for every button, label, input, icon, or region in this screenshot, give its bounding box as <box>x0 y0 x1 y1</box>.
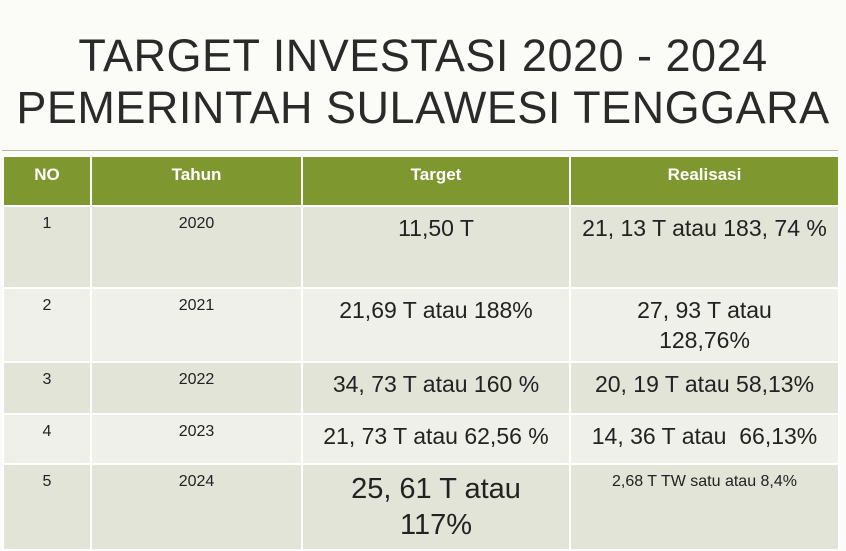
cell: 2023 <box>90 413 303 465</box>
cell: 1 <box>2 205 92 289</box>
cell: 21, 73 T atau 62,56 % <box>301 413 571 465</box>
row: 5 2024 25, 61 T atau 117% 2,68 T TW satu… <box>2 463 840 551</box>
header-cell: Tahun <box>90 155 303 207</box>
title-line: TARGET INVESTASI 2020 - 2024 <box>78 30 768 81</box>
cell: 21, 13 T atau 183, 74 % <box>569 205 840 289</box>
title-line: PEMERINTAH SULAWESI TENGGARA <box>16 82 830 133</box>
cell: 2024 <box>90 463 303 551</box>
cell: 2,68 T TW satu atau 8,4% <box>569 463 840 551</box>
divider <box>2 150 838 151</box>
row: 4 2023 21, 73 T atau 62,56 % 14, 36 T at… <box>2 413 840 465</box>
header-cell: NO <box>2 155 92 207</box>
cell: 5 <box>2 463 92 551</box>
header-cell: Realisasi <box>569 155 840 207</box>
cell: 14, 36 T atau 66,13% <box>569 413 840 465</box>
cell: 2 <box>2 287 92 363</box>
cell: 2022 <box>90 361 303 415</box>
cell: 34, 73 T atau 160 % <box>301 361 571 415</box>
row: 3 2022 34, 73 T atau 160 % 20, 19 T atau… <box>2 361 840 415</box>
table: NO Tahun Target Realisasi 1 2020 11,50 T… <box>2 155 840 551</box>
header-cell: Target <box>301 155 571 207</box>
cell: 11,50 T <box>301 205 571 289</box>
cell: 21,69 T atau 188% <box>301 287 571 363</box>
cell: 2021 <box>90 287 303 363</box>
title: TARGET INVESTASI 2020 - 2024 PEMERINTAH … <box>0 30 846 134</box>
cell: 20, 19 T atau 58,13% <box>569 361 840 415</box>
row: 1 2020 11,50 T 21, 13 T atau 183, 74 % <box>2 205 840 289</box>
cell: 4 <box>2 413 92 465</box>
cell: 27, 93 T atau 128,76% <box>569 287 840 363</box>
cell: 2020 <box>90 205 303 289</box>
cell: 25, 61 T atau 117% <box>301 463 571 551</box>
header-row: NO Tahun Target Realisasi <box>2 155 840 207</box>
cell: 3 <box>2 361 92 415</box>
row: 2 2021 21,69 T atau 188% 27, 93 T atau 1… <box>2 287 840 363</box>
